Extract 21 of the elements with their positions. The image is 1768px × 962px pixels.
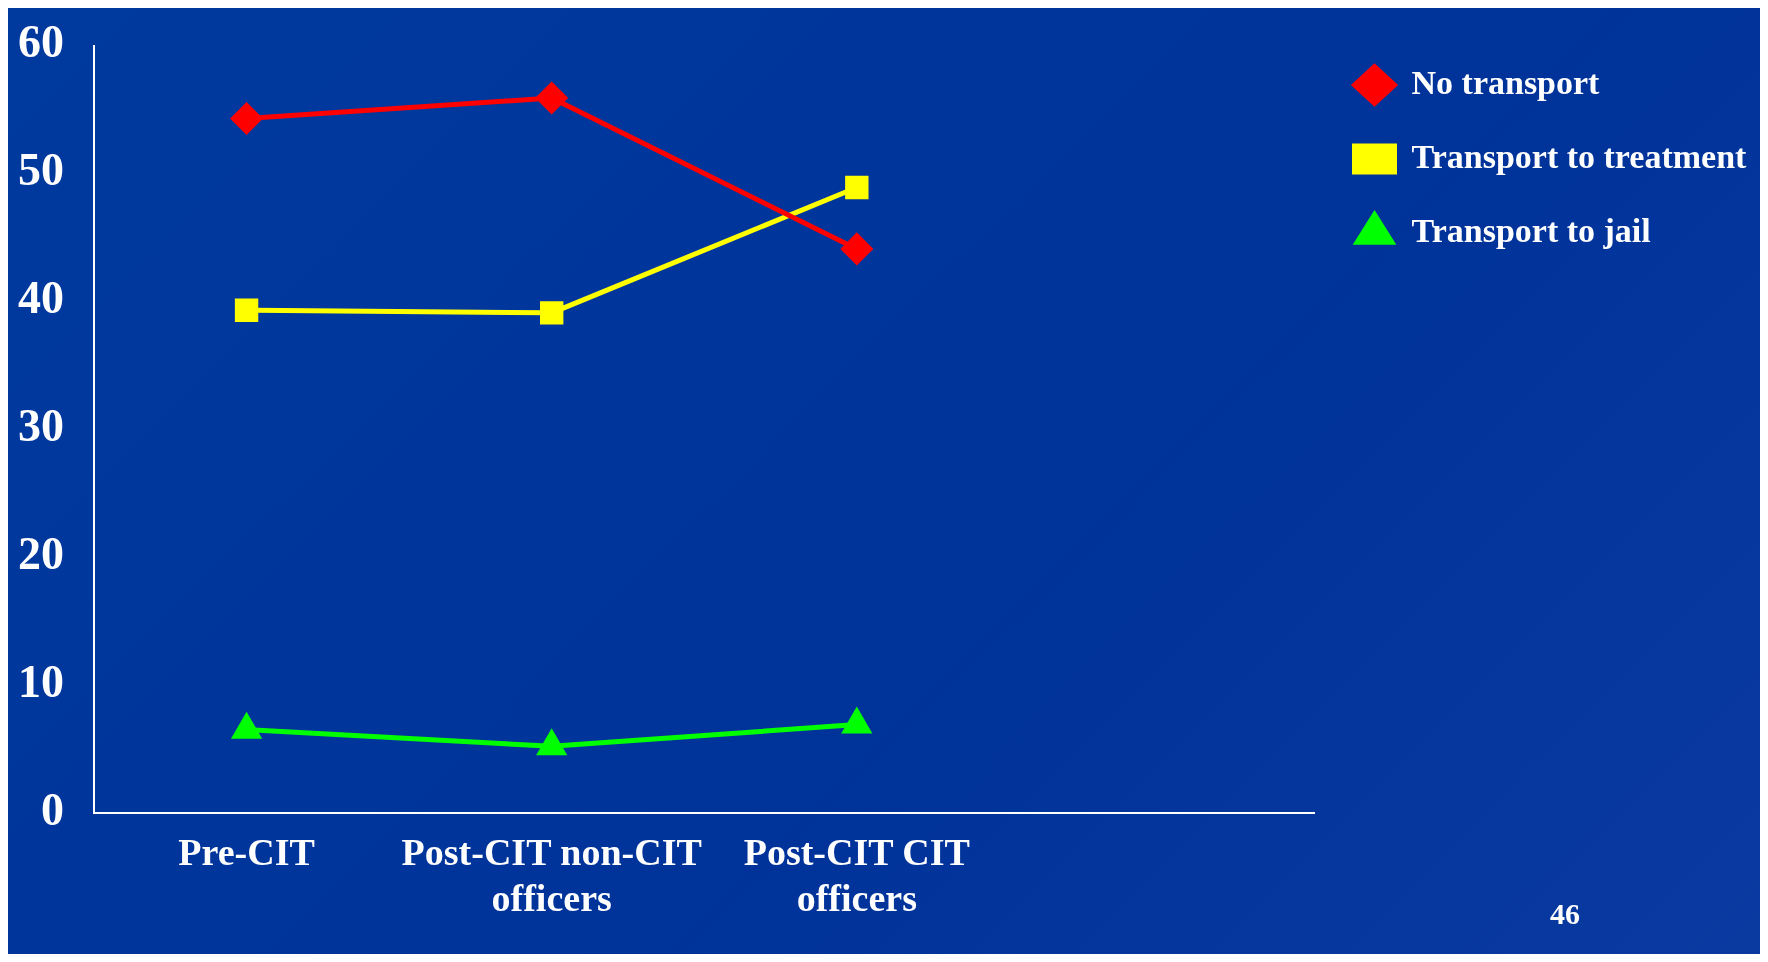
- text: 46: [1550, 897, 1580, 930]
- x-tick-label: Post-CIT non-CIT officers: [401, 831, 702, 920]
- y-tick-label: 10: [18, 655, 64, 707]
- y-tick-label: 50: [18, 144, 64, 196]
- point: [845, 175, 869, 200]
- legend-label: Transport to treatment: [1411, 137, 1748, 175]
- y-tick-label: 20: [18, 527, 64, 579]
- legend-label: Transport to jail: [1411, 211, 1651, 249]
- y-tick-label: 0: [41, 783, 64, 835]
- point: [536, 82, 568, 114]
- x-tick-label: Pre-CIT: [178, 831, 315, 874]
- point: [841, 233, 873, 265]
- point: [234, 298, 259, 322]
- point: [231, 102, 263, 134]
- y-tick-label: 60: [18, 16, 64, 68]
- legend-label: No transport: [1411, 63, 1601, 101]
- point: [540, 301, 564, 325]
- y-tick-label: 40: [18, 272, 64, 324]
- point: [536, 728, 568, 756]
- y-tick-label: 30: [18, 400, 64, 452]
- x-tick-label: Post-CIT CIT officers: [743, 831, 970, 920]
